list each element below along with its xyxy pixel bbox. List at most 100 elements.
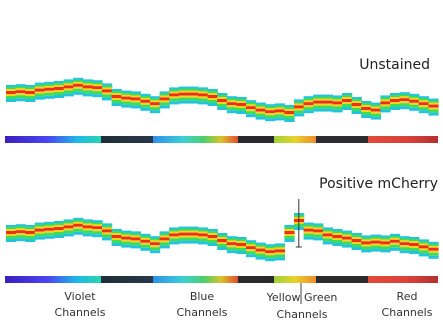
trace-segment-33-trace-cool-top: [322, 96, 333, 100]
trace-segment-21-trace-edge-bottom: [207, 103, 218, 106]
trace-segment-17-trace-mid-top: [169, 231, 180, 234]
trace-segment-40-trace-edge-bottom: [390, 247, 401, 251]
trace-segment-32-trace-hot-core: [313, 229, 324, 233]
trace-segment-7-trace-mid-bottom: [73, 226, 84, 229]
trace-segment-13-trace-cool-bottom: [130, 102, 141, 106]
trace-segment-30-trace-cool-bottom: [294, 110, 305, 114]
trace-segment-31-trace-cool-top: [303, 98, 314, 102]
trace-segment-12-trace-mid-bottom: [121, 99, 132, 102]
trace-segment-42-trace-cool-bottom: [409, 104, 420, 108]
trace-segment-28-trace-mid-bottom: [274, 252, 285, 255]
trace-segment-32-trace-mid-bottom: [313, 103, 324, 106]
trace-segment-3-trace-mid-top: [34, 226, 45, 229]
trace-segment-9-trace-cool-top: [92, 222, 103, 226]
trace-segment-32-trace-edge-bottom: [313, 237, 324, 241]
trace-segment-28-trace-edge-bottom: [274, 257, 285, 261]
panel-title-mcherry: Positive mCherry: [319, 176, 438, 192]
trace-segment-29-trace-cool-bottom: [284, 236, 295, 239]
trace-segment-44-trace-cool-bottom: [428, 252, 439, 256]
trace-segment-32-trace-cool-top: [313, 96, 324, 100]
trace-segment-26-trace-mid-top: [255, 106, 266, 109]
trace-segment-19-trace-hot-core: [188, 232, 199, 236]
trace-segment-27-trace-cool-bottom: [265, 255, 276, 259]
trace-segment-20-trace-edge-bottom: [198, 241, 209, 245]
trace-segment-4-trace-edge-bottom: [44, 235, 55, 239]
trace-segment-22-trace-hot-core: [217, 239, 228, 242]
trace-segment-22-trace-mid-top: [217, 97, 228, 99]
trace-segment-43-trace-cool-top: [418, 98, 429, 102]
trace-segment-30-trace-mid-top: [294, 103, 305, 106]
trace-segment-33-trace-edge-bottom: [322, 241, 333, 245]
trace-segment-19-trace-mid-top: [188, 90, 199, 93]
trace-segment-40-trace-hot-core: [390, 239, 401, 243]
trace-segment-38-trace-edge-bottom: [370, 116, 381, 120]
trace-segment-17-trace-mid-top: [169, 91, 180, 94]
trace-segment-35-trace-mid-top: [342, 97, 353, 99]
blue-channel-segment: [153, 276, 238, 283]
trace-segment-19-trace-hot-core: [188, 92, 199, 96]
trace-segment-5-trace-mid-top: [54, 85, 65, 87]
yellow-green-label-line2: Channels: [277, 308, 328, 320]
trace-segment-19-trace-mid-bottom: [188, 95, 199, 98]
trace-segment-7-trace-mid-top: [73, 81, 84, 84]
trace-segment-38-trace-hot-core: [370, 240, 381, 244]
trace-segment-43-trace-edge-bottom: [418, 110, 429, 114]
trace-segment-9-trace-cool-bottom: [92, 231, 103, 235]
trace-segment-11-trace-cool-bottom: [111, 100, 122, 103]
trace-segment-40-trace-mid-top: [390, 237, 401, 240]
trace-segment-10-trace-cool-top: [102, 225, 113, 229]
trace-segment-2-trace-hot-core: [25, 231, 36, 234]
trace-segment-28-trace-cool-bottom: [274, 254, 285, 258]
trace-segment-6-trace-edge-bottom: [63, 93, 74, 97]
trace-segment-42-trace-cool-top: [409, 239, 420, 242]
trace-segment-21-trace-cool-bottom: [207, 240, 218, 243]
trace-segment-15-trace-cool-bottom: [150, 247, 161, 251]
trace-segment-1-trace-mid-bottom: [15, 93, 26, 96]
trace-segment-20-trace-cool-top: [198, 89, 209, 93]
trace-segment-35-trace-mid-bottom: [342, 102, 353, 104]
trace-segment-38-trace-edge-bottom: [370, 248, 381, 252]
trace-segment-0-trace-cool-top: [6, 227, 17, 230]
trace-segment-37-trace-cool-top: [361, 237, 372, 241]
trace-segment-28-trace-mid-top: [274, 247, 285, 250]
trace-segment-13-trace-hot-core: [130, 237, 141, 241]
trace-segment-8-trace-hot-core: [82, 225, 93, 229]
trace-segment-37-trace-mid-bottom: [361, 244, 372, 247]
trace-segment-23-trace-mid-top: [226, 100, 237, 103]
trace-segment-23-trace-hot-core: [226, 242, 237, 246]
trace-segment-2-trace-hot-core: [25, 91, 36, 94]
trace-segment-27-trace-edge-bottom: [265, 258, 276, 262]
trace-segment-32-trace-cool-bottom: [313, 234, 324, 238]
trace-segment-25-trace-mid-bottom: [246, 109, 257, 112]
trace-segment-42-trace-hot-core: [409, 99, 420, 103]
violet-label-line1: Violet: [64, 290, 96, 303]
trace-segment-13-trace-mid-bottom: [130, 100, 141, 103]
trace-segment-10-trace-edge-bottom: [102, 97, 113, 101]
violet-blue-gap-segment: [101, 276, 153, 283]
trace-segment-27-trace-mid-bottom: [265, 113, 276, 116]
trace-segment-23-trace-cool-bottom: [226, 247, 237, 251]
trace-segment-22-trace-cool-top: [217, 235, 228, 238]
trace-segment-34-trace-mid-bottom: [332, 104, 343, 107]
trace-segment-31-trace-edge-bottom: [303, 110, 314, 114]
trace-segment-32-trace-edge-bottom: [313, 108, 324, 112]
trace-segment-15-trace-edge-bottom: [150, 110, 161, 114]
trace-segment-13-trace-edge-bottom: [130, 245, 141, 249]
trace-segment-43-trace-mid-top: [418, 100, 429, 103]
trace-segment-39-trace-mid-bottom: [380, 244, 391, 247]
trace-segment-34-trace-cool-bottom: [332, 240, 343, 243]
trace-segment-0-trace-edge-bottom: [6, 99, 17, 102]
trace-segment-32-trace-cool-bottom: [313, 105, 324, 109]
trace-segment-13-trace-mid-top: [130, 95, 141, 98]
trace-segment-17-trace-hot-core: [169, 233, 180, 237]
trace-segment-2-trace-edge-bottom: [25, 99, 36, 102]
trace-segment-11-trace-mid-bottom: [111, 238, 122, 240]
trace-segment-26-trace-cool-top: [255, 104, 266, 108]
trace-segment-4-trace-hot-core: [44, 227, 55, 231]
trace-segment-24-trace-hot-core: [236, 243, 247, 246]
trace-segment-31-trace-hot-core: [303, 102, 314, 106]
violet-channel-segment: [5, 136, 101, 143]
trace-segment-7-trace-cool-top: [73, 219, 84, 223]
trace-segment-9-trace-mid-top: [92, 84, 103, 87]
